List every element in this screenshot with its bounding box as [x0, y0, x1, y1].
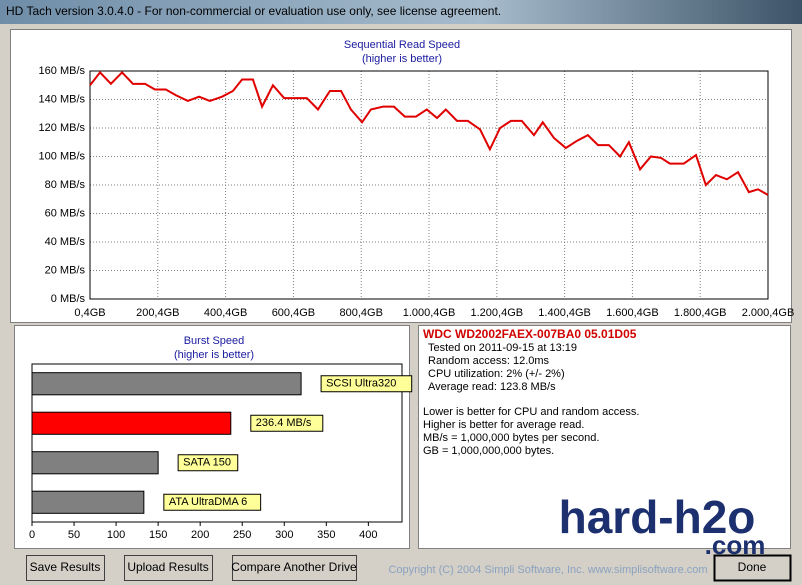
info-note: MB/s = 1,000,000 bytes per second. [423, 432, 599, 444]
bar [31, 411, 232, 435]
y-tick-label: 120 MB/s [39, 122, 86, 134]
label-box [177, 454, 239, 472]
x-tick-label: 1.800,4GB [674, 307, 727, 319]
x-tick-label: 0,4GB [74, 307, 105, 319]
bar-label: SATA 150 [183, 457, 231, 469]
read-panel [10, 29, 792, 323]
info-note: Higher is better for average read. [423, 419, 584, 431]
bar-label: SCSI Ultra320 [326, 378, 396, 390]
chart-subtitle: (higher is better) [174, 349, 254, 361]
drive-name: WDC WD2002FAEX-007BA0 05.01D05 [423, 327, 637, 341]
y-tick-label: 20 MB/s [45, 264, 86, 276]
x-tick-label: 400 [359, 529, 377, 541]
y-tick-label: 0 MB/s [51, 293, 86, 305]
x-tick-label: 350 [317, 529, 335, 541]
plot-frame [89, 70, 769, 300]
info-line: Tested on 2011-09-15 at 13:19 [428, 342, 577, 354]
x-tick-label: 100 [107, 529, 125, 541]
label-box [163, 493, 262, 511]
chart-subtitle: (higher is better) [362, 53, 442, 65]
chart-title: Burst Speed [184, 335, 245, 347]
button[interactable]: Compare Another Drive [231, 555, 357, 581]
info-line: Random access: 12.0ms [428, 355, 550, 367]
info-note: GB = 1,000,000,000 bytes. [423, 445, 554, 457]
x-tick-label: 1.400,4GB [538, 307, 591, 319]
info-line: Average read: 123.8 MB/s [428, 381, 556, 393]
y-tick-label: 80 MB/s [45, 179, 86, 191]
window-title: HD Tach version 3.0.4.0 - For non-commer… [6, 4, 501, 18]
plot-frame [31, 363, 403, 523]
x-tick-label: 1.600,4GB [606, 307, 659, 319]
y-tick-label: 140 MB/s [39, 93, 86, 105]
button[interactable]: Upload Results [124, 555, 213, 581]
x-tick-label: 600,4GB [272, 307, 315, 319]
button-label[interactable]: Compare Another Drive [231, 560, 357, 574]
x-tick-label: 1.000,4GB [403, 307, 456, 319]
x-tick-label: 50 [68, 529, 80, 541]
x-tick-label: 2.000,4GB [742, 307, 795, 319]
y-tick-label: 40 MB/s [45, 236, 86, 248]
x-tick-label: 250 [233, 529, 251, 541]
read-line [89, 70, 769, 196]
copyright: Copyright (C) 2004 Simpli Software, Inc.… [388, 564, 707, 576]
x-tick-label: 0 [29, 529, 35, 541]
x-tick-label: 400,4GB [204, 307, 247, 319]
x-tick-label: 200,4GB [136, 307, 179, 319]
bar-label: ATA UltraDMA 6 [169, 496, 247, 508]
x-tick-label: 1.200,4GB [471, 307, 524, 319]
bar [31, 451, 159, 475]
bar [31, 490, 145, 514]
x-tick-label: 300 [275, 529, 293, 541]
label-box [250, 414, 324, 432]
x-tick-label: 200 [191, 529, 209, 541]
button[interactable]: Save Results [26, 555, 105, 581]
info-panel [418, 325, 791, 549]
bar [31, 372, 302, 396]
watermark: hard-h2o [559, 491, 756, 543]
bar-label: 236.4 MB/s [256, 417, 312, 429]
y-tick-label: 100 MB/s [39, 150, 86, 162]
y-tick-label: 60 MB/s [45, 207, 86, 219]
x-tick-label: 150 [149, 529, 167, 541]
info-line: CPU utilization: 2% (+/- 2%) [428, 368, 565, 380]
title-bar [0, 0, 802, 24]
info-note: Lower is better for CPU and random acces… [423, 406, 639, 418]
chart-title: Sequential Read Speed [344, 39, 460, 51]
x-tick-label: 800,4GB [339, 307, 382, 319]
button[interactable]: Done [713, 554, 792, 582]
label-box [320, 375, 413, 393]
button-label[interactable]: Done [738, 560, 767, 574]
y-tick-label: 160 MB/s [39, 65, 86, 77]
button-label[interactable]: Upload Results [127, 560, 208, 574]
button-label[interactable]: Save Results [30, 560, 101, 574]
